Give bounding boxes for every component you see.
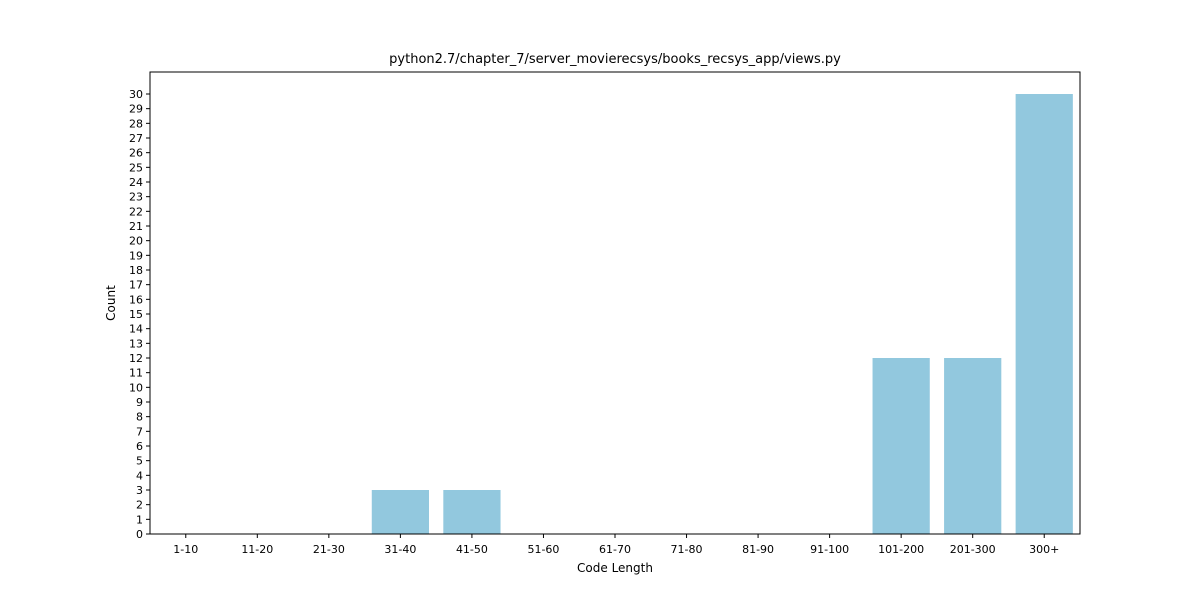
x-axis: 1-10 11-20 21-30 31-40 41-50 51-60 61-70 71-80 8… [173, 534, 1059, 556]
y-tick-label: 21 [129, 220, 143, 233]
y-axis: 0123456789101112131415161718192021222324… [129, 88, 150, 541]
x-tick-label: 11-20 [241, 543, 273, 556]
y-tick-label: 23 [129, 191, 143, 204]
y-tick-label: 28 [129, 117, 143, 130]
x-tick-label: 101-200 [878, 543, 924, 556]
y-tick-label: 17 [129, 279, 143, 292]
y-tick-label: 24 [129, 176, 143, 189]
y-tick-label: 0 [136, 528, 143, 541]
x-tick-label: 41-50 [456, 543, 488, 556]
x-tick-label: 81-90 [742, 543, 774, 556]
y-tick-label: 27 [129, 132, 143, 145]
y-tick-label: 11 [129, 367, 143, 380]
plot-frame [149, 71, 1081, 535]
bar-300+ [1015, 94, 1073, 534]
y-tick-label: 1 [136, 513, 143, 526]
y-tick-label: 5 [136, 455, 143, 468]
x-tick-label: 31-40 [384, 543, 416, 556]
y-tick-label: 3 [136, 484, 143, 497]
y-tick-label: 2 [136, 499, 143, 512]
y-axis-label: Count [104, 285, 118, 321]
x-axis-label: Code Length [577, 561, 653, 575]
y-tick-label: 10 [129, 381, 143, 394]
y-tick-label: 13 [129, 337, 143, 350]
y-tick-label: 29 [129, 103, 143, 116]
x-tick-label: 1-10 [173, 543, 198, 556]
bar-31-40 [371, 490, 429, 534]
x-tick-label: 201-300 [950, 543, 996, 556]
y-tick-label: 26 [129, 147, 143, 160]
y-tick-label: 12 [129, 352, 143, 365]
y-tick-label: 14 [129, 323, 143, 336]
y-tick-label: 16 [129, 293, 143, 306]
y-tick-label: 6 [136, 440, 143, 453]
y-tick-label: 8 [136, 411, 143, 424]
y-tick-label: 30 [129, 88, 143, 101]
y-tick-label: 15 [129, 308, 143, 321]
y-tick-label: 19 [129, 249, 143, 262]
y-tick-label: 4 [136, 469, 143, 482]
y-tick-label: 22 [129, 205, 143, 218]
bar-201-300 [944, 358, 1002, 534]
x-tick-label: 91-100 [810, 543, 849, 556]
bar-101-200 [872, 358, 930, 534]
x-tick-label: 61-70 [599, 543, 631, 556]
chart-title: python2.7/chapter_7/server_movierecsys/b… [389, 52, 841, 67]
x-tick-label: 300+ [1029, 543, 1059, 556]
y-tick-label: 18 [129, 264, 143, 277]
x-tick-label: 71-80 [671, 543, 703, 556]
x-tick-label: 21-30 [313, 543, 345, 556]
bars-group [371, 94, 1073, 534]
y-tick-label: 25 [129, 161, 143, 174]
y-tick-label: 20 [129, 235, 143, 248]
bar-41-50 [443, 490, 501, 534]
y-tick-label: 7 [136, 425, 143, 438]
x-tick-label: 51-60 [527, 543, 559, 556]
y-tick-label: 9 [136, 396, 143, 409]
